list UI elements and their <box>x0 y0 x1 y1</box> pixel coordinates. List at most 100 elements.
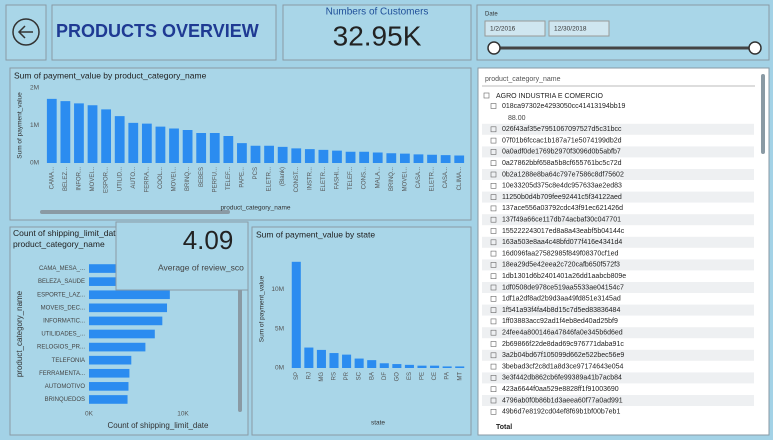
bar <box>60 101 71 163</box>
expand-icon <box>490 341 497 347</box>
y-tick-label: INFORMATIC... <box>43 318 85 324</box>
bar <box>291 261 301 368</box>
date-start-box[interactable] <box>484 20 546 37</box>
bar <box>89 368 130 378</box>
bar <box>182 130 193 163</box>
tree-row: 163a503e8aa4c48bfd077f416e4341d4 <box>502 239 622 246</box>
x-tick-label: 10K <box>177 411 189 418</box>
x-tick-label: TELEF... <box>348 167 354 190</box>
bar <box>367 360 377 368</box>
bar <box>454 155 465 163</box>
expand-icon <box>490 194 497 200</box>
row-shade <box>482 282 754 293</box>
tree-row: 49b6d7e8192cd04ef8f69b1bf00b7eb1 <box>502 409 620 416</box>
bar <box>430 365 440 368</box>
tree-row: 1f541a93f4fa4b8d15c7d5ed83836484 <box>502 307 620 314</box>
title-panel <box>51 4 277 61</box>
x-tick-label: RS <box>332 372 338 380</box>
x-tick-label: BA <box>369 372 375 380</box>
bar <box>332 150 342 163</box>
row-shade <box>482 214 754 226</box>
bar <box>89 290 170 300</box>
bar <box>345 151 356 163</box>
x-tick-label: CLIMA... <box>457 167 463 191</box>
kpi-panel <box>282 4 472 61</box>
back-button[interactable] <box>12 18 40 46</box>
expand-icon <box>490 363 497 370</box>
x-tick-label: ELETR... <box>267 167 273 192</box>
x-tick-label: MOVEI... <box>90 167 96 192</box>
bar <box>87 105 98 163</box>
y-tick-label: TELEFONIA <box>52 358 85 364</box>
row-shade <box>482 146 754 158</box>
bar <box>89 303 168 313</box>
y-tick-label: FERRAMENTA... <box>39 371 85 377</box>
x-tick-label: MOVEI... <box>402 167 408 192</box>
y-tick-label: ESPORTE_LAZ... <box>37 292 85 298</box>
chart3-panel <box>251 226 472 436</box>
x-tick-label: BELEZ... <box>63 167 69 191</box>
x-tick-label: CASA... <box>416 167 422 189</box>
y-axis-label: Sum of payment_value <box>17 92 24 159</box>
x-tick-label: ES <box>407 372 413 380</box>
chart2-title-box: Count of shipping_limit_date by product_… <box>13 228 132 249</box>
y-tick-label: 1M <box>30 122 39 129</box>
expand-icon <box>490 250 497 257</box>
kpi2-value: 4.09 <box>183 225 234 255</box>
y-tick-label: 2M <box>30 85 39 92</box>
y-tick-label: RELOGIOS_PR... <box>37 345 85 351</box>
tree-row: 1db1301d6b2401401a26dd1aabcb809e <box>502 273 626 280</box>
y-axis-label: Sum of payment_value <box>259 275 266 342</box>
slider-start-handle[interactable] <box>487 41 501 55</box>
x-tick-label: (Blank) <box>280 167 286 186</box>
chart2-title: Count of shipping_limit_date by product_… <box>13 228 132 249</box>
y-axis-label: product_category_name <box>15 290 24 377</box>
x-tick-label: RJ <box>306 372 312 379</box>
x-tick-label: BRINQ... <box>185 167 191 191</box>
bar <box>427 154 437 163</box>
x-tick-label: PCS <box>253 167 259 179</box>
bar <box>304 347 314 368</box>
tree-row: 026f43af35e7951067097527d5c31bcc <box>502 126 622 133</box>
bar <box>89 355 132 365</box>
x-tick-label: BRINQ... <box>389 167 395 191</box>
x-tick-label: SC <box>357 371 363 380</box>
x-tick-label: PAPE... <box>239 167 245 188</box>
tree-row: 0a27862bbf658a5b8cf655761bc5c72d <box>502 160 622 167</box>
expand-icon <box>483 92 490 99</box>
expand-icon <box>490 126 497 133</box>
y-tick-label: MOVEIS_DEC... <box>41 305 86 311</box>
x-tick-label: FERRA... <box>144 167 150 193</box>
tree-row: 3e3f442db862cb6fe99389a41b7acb84 <box>502 375 622 382</box>
expand-icon <box>490 386 497 393</box>
y-tick-label: 10M <box>271 286 284 293</box>
row-shade <box>482 304 754 316</box>
bar <box>442 366 452 368</box>
back-circle <box>12 18 40 46</box>
y-tick-label: CAMA_MESA_... <box>39 266 85 272</box>
kpi2-label: Average of review_sco <box>158 262 244 272</box>
expand-icon <box>490 103 497 109</box>
expand-icon <box>490 239 497 246</box>
date-label: Date <box>485 12 498 18</box>
bar <box>89 382 129 391</box>
x-tick-label: FASHI... <box>335 167 341 190</box>
expand-icon <box>490 307 497 313</box>
bar <box>237 143 247 163</box>
date-end: 12/30/2018 <box>554 26 587 33</box>
tree-row: 3bebad3cf2c8d1a8d3ce97174643e054 <box>502 363 624 370</box>
x-tick-label: BEBES <box>199 167 205 187</box>
x-tick-label: PA <box>445 372 451 380</box>
x-tick-label: CONST... <box>294 167 300 193</box>
slider-end-handle[interactable] <box>748 41 762 55</box>
expand-icon <box>490 375 497 381</box>
tree-row: 423a6644f0aa529e8828ff1f91003690 <box>502 386 619 393</box>
date-end-box[interactable] <box>548 20 610 37</box>
tree-row: 24fee4a800146a47846fa0e345b6d6ed <box>502 330 623 337</box>
tree-row: 10e33205d375c8e4dc957633ae2ed83 <box>502 183 622 190</box>
x-tick-label: PE <box>420 372 426 380</box>
bar <box>89 329 155 339</box>
tree-row: 1ff03883acc92ad1f4eb8ed40ad25bf9 <box>502 318 618 325</box>
x-tick-label: 0K <box>85 411 94 418</box>
x-tick-label: ELETR... <box>321 167 327 192</box>
